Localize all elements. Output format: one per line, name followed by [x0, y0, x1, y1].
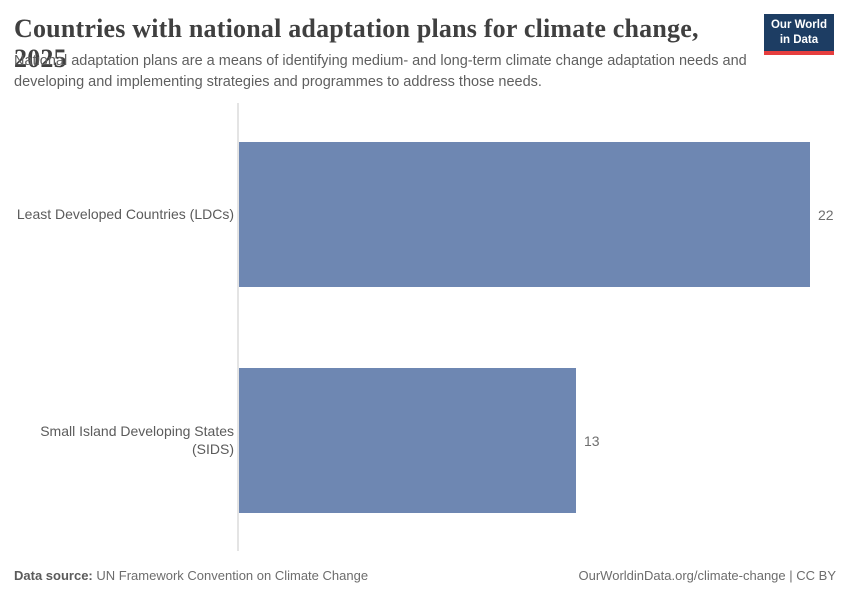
category-label: Least Developed Countries (LDCs): [16, 205, 234, 222]
data-source: Data source: UN Framework Convention on …: [14, 568, 368, 583]
bar-track: 22: [239, 142, 834, 287]
chart-footer: Data source: UN Framework Convention on …: [14, 568, 836, 583]
data-source-label: Data source:: [14, 568, 93, 583]
owid-logo[interactable]: Our World in Data: [763, 14, 834, 55]
footer-separator: |: [785, 568, 797, 583]
y-axis-line: [237, 103, 239, 551]
bar[interactable]: [239, 368, 576, 513]
value-label: 13: [584, 432, 600, 449]
value-label: 22: [818, 206, 834, 223]
chart-row: Small Island Developing States (SIDS) 13: [0, 368, 850, 513]
owid-link-text[interactable]: OurWorldinData.org/climate-change: [578, 568, 786, 583]
owid-link[interactable]: OurWorldinData.org/climate-change | CC B…: [579, 568, 836, 583]
chart-title: Countries with national adaptation plans…: [14, 14, 699, 73]
owid-logo-line2: in Data: [779, 33, 819, 46]
chart-row: Least Developed Countries (LDCs) 22: [0, 142, 850, 287]
bar[interactable]: [239, 142, 810, 287]
bar-track: 13: [239, 368, 600, 513]
category-label: Small Island Developing States (SIDS): [40, 423, 234, 457]
license-text: CC BY: [796, 568, 836, 583]
data-source-value: UN Framework Convention on Climate Chang…: [96, 568, 369, 583]
chart-subtitle: National adaptation plans are a means of…: [14, 53, 747, 91]
owid-logo-line1: Our World: [770, 19, 827, 31]
